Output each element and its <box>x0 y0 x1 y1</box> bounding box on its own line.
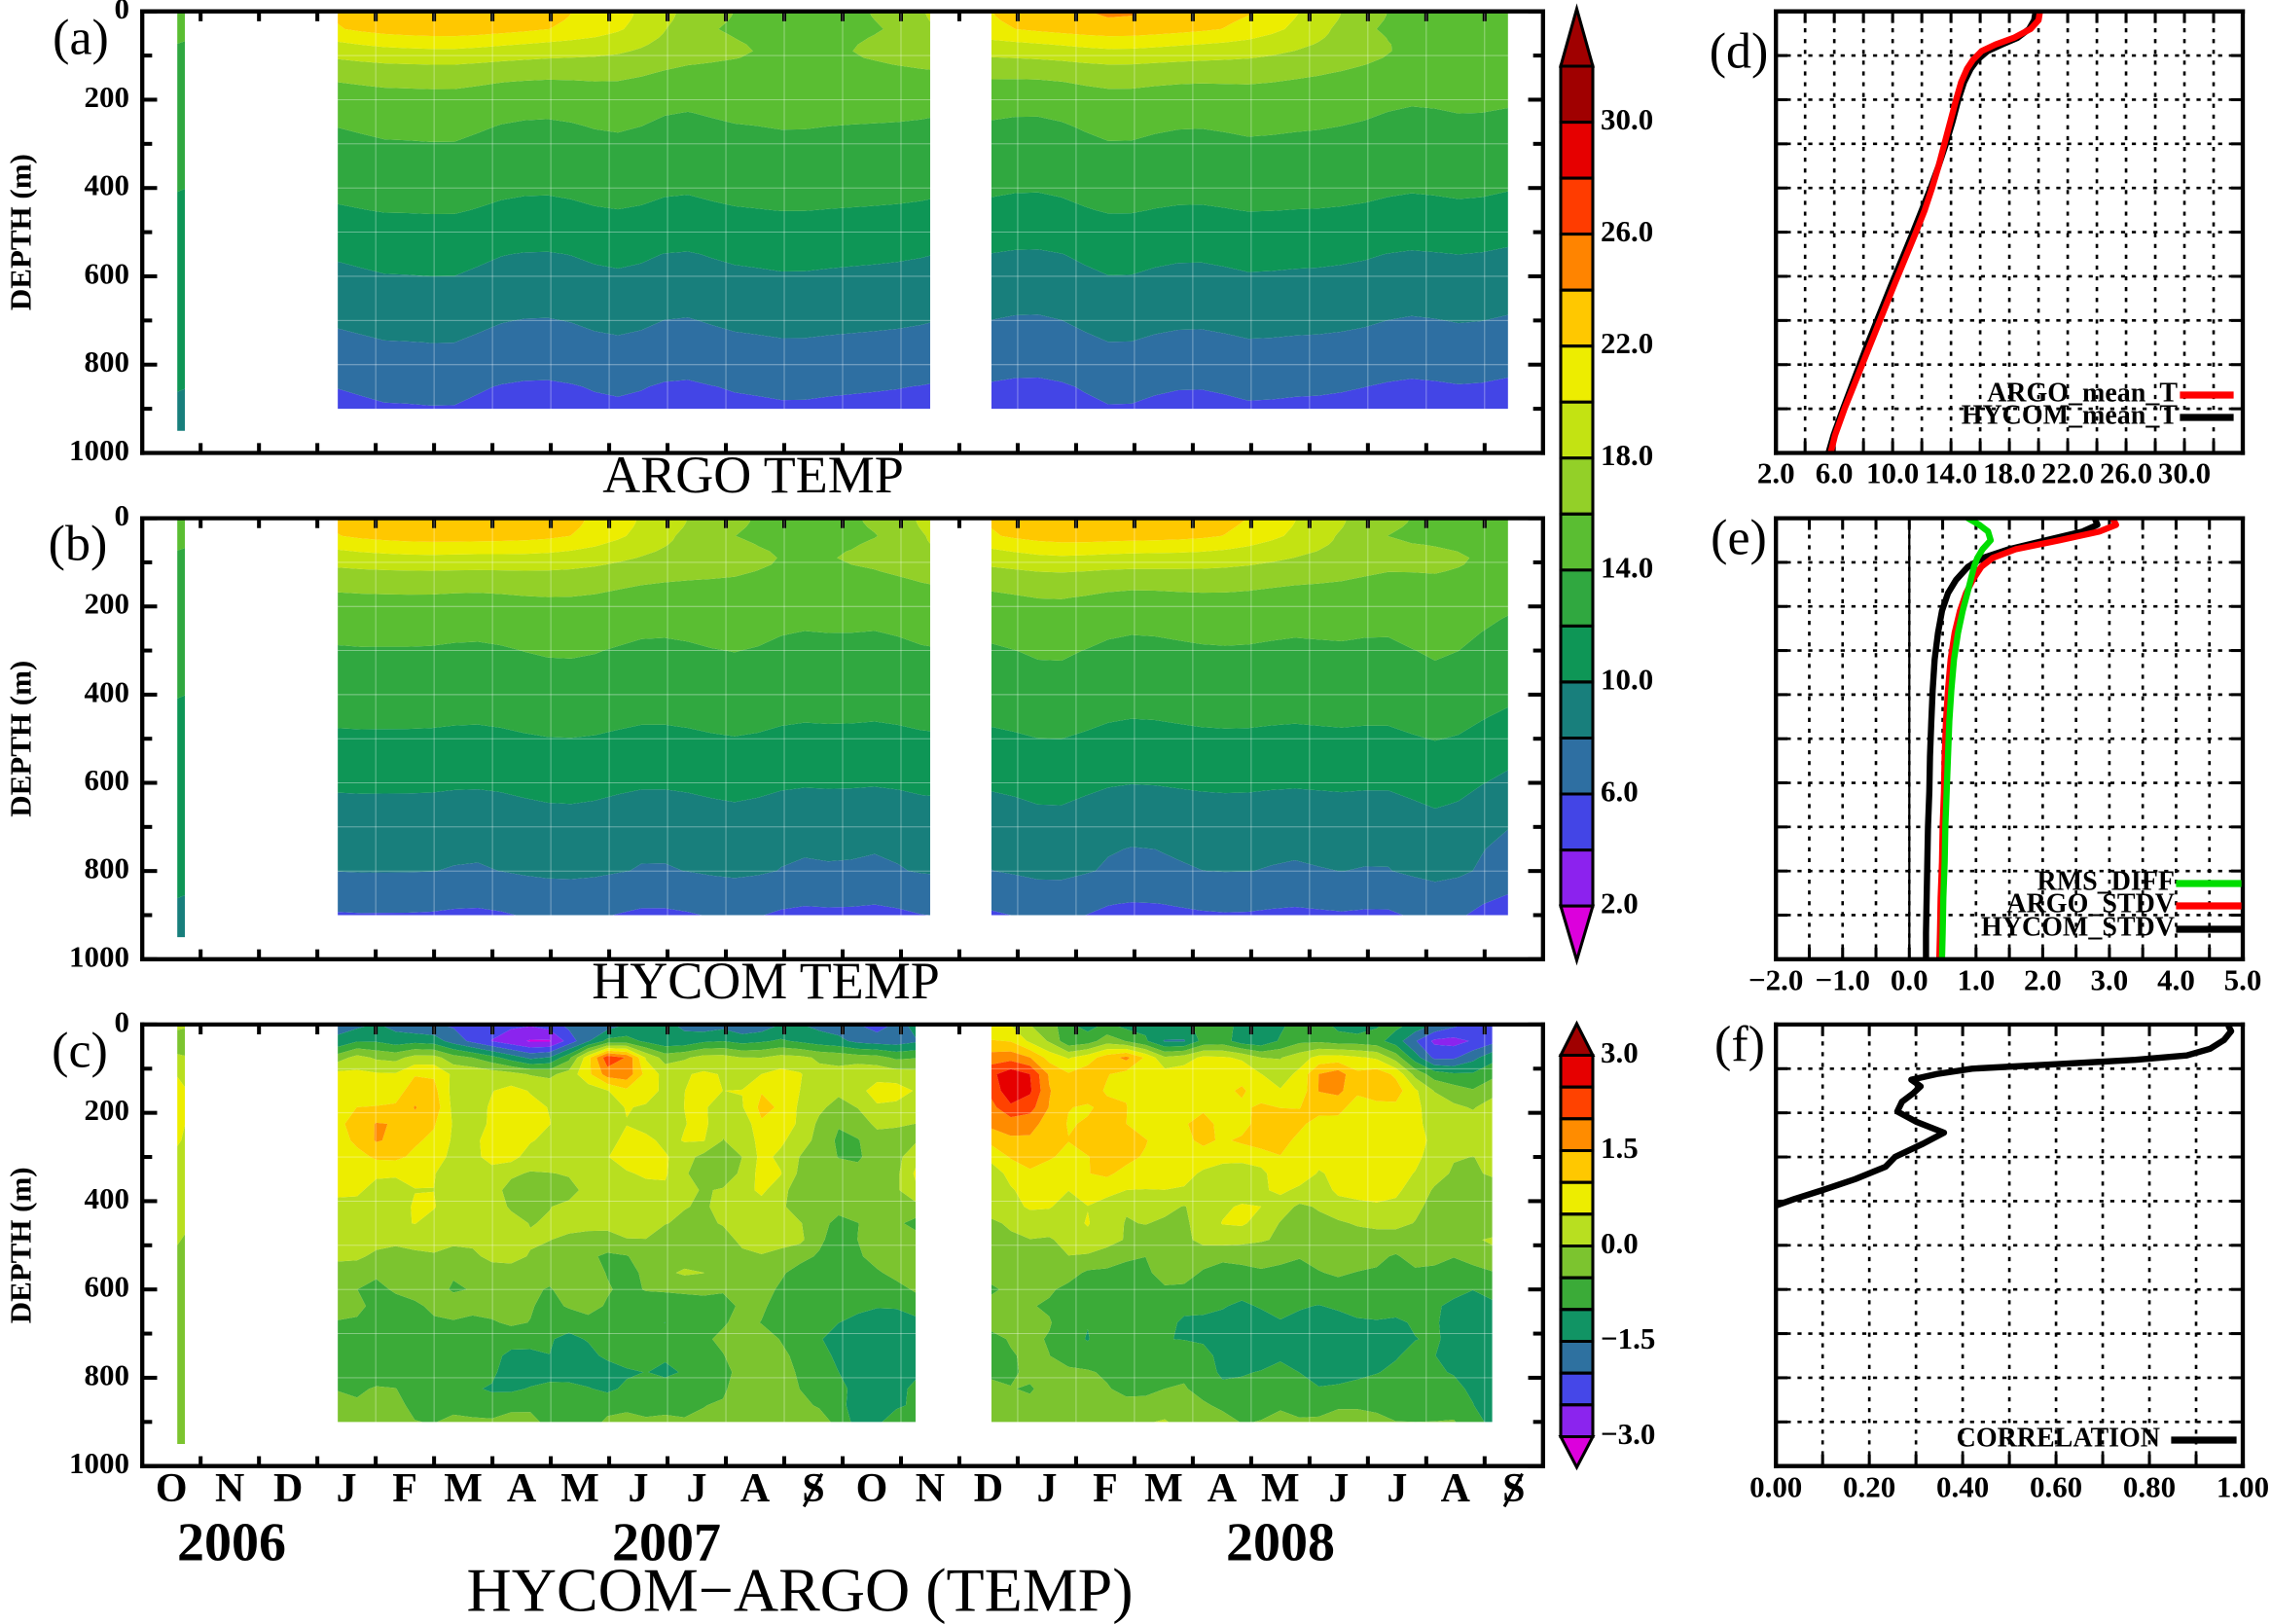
svg-text:−1.0: −1.0 <box>1816 962 1870 996</box>
svg-text:2006: 2006 <box>177 1512 286 1572</box>
svg-text:600: 600 <box>85 763 129 797</box>
svg-text:10.0: 10.0 <box>1601 662 1653 696</box>
svg-text:800: 800 <box>85 1357 129 1391</box>
svg-text:10.0: 10.0 <box>1866 455 1919 489</box>
svg-text:2.0: 2.0 <box>1757 455 1795 489</box>
svg-text:1.0: 1.0 <box>1957 962 1995 996</box>
svg-text:CORRELATION: CORRELATION <box>1957 1424 2160 1454</box>
svg-text:200: 200 <box>85 1093 129 1127</box>
svg-text:0: 0 <box>115 0 130 25</box>
svg-text:D: D <box>974 1466 1003 1511</box>
svg-text:0.00: 0.00 <box>1749 1469 1802 1503</box>
svg-text:1000: 1000 <box>69 433 129 467</box>
svg-text:(c): (c) <box>52 1024 108 1079</box>
svg-text:2.0: 2.0 <box>1601 886 1639 920</box>
svg-text:18.0: 18.0 <box>1983 455 2036 489</box>
svg-text:3.0: 3.0 <box>1601 1035 1639 1069</box>
svg-text:HYCOM−ARGO (TEMP): HYCOM−ARGO (TEMP) <box>467 1555 1134 1624</box>
svg-text:22.0: 22.0 <box>1601 326 1653 360</box>
svg-text:(b): (b) <box>49 517 108 572</box>
svg-text:M: M <box>560 1466 599 1511</box>
svg-text:14.0: 14.0 <box>1601 550 1653 584</box>
svg-text:ARGO_STDV: ARGO_STDV <box>2006 889 2175 920</box>
svg-text:−2.0: −2.0 <box>1748 962 1803 996</box>
svg-text:−1.5: −1.5 <box>1601 1321 1655 1355</box>
svg-text:0.40: 0.40 <box>1936 1469 1989 1503</box>
svg-text:5.0: 5.0 <box>2224 962 2262 996</box>
svg-text:HYCOM_STDV: HYCOM_STDV <box>1981 913 2175 943</box>
svg-text:(f): (f) <box>1714 1017 1765 1072</box>
svg-text:1.00: 1.00 <box>2217 1469 2269 1503</box>
svg-text:400: 400 <box>85 1181 129 1215</box>
svg-text:DEPTH (m): DEPTH (m) <box>3 661 37 817</box>
svg-text:14.0: 14.0 <box>1925 455 1977 489</box>
svg-text:30.0: 30.0 <box>1601 102 1653 136</box>
svg-text:0.0: 0.0 <box>1601 1226 1639 1260</box>
svg-text:F: F <box>1093 1466 1118 1511</box>
svg-text:ARGO TEMP: ARGO TEMP <box>602 446 904 504</box>
svg-text:A: A <box>1441 1466 1471 1511</box>
svg-text:600: 600 <box>85 256 129 290</box>
svg-text:0: 0 <box>115 498 130 532</box>
svg-text:26.0: 26.0 <box>1601 214 1653 248</box>
svg-text:A: A <box>507 1466 537 1511</box>
svg-text:26.0: 26.0 <box>2100 455 2152 489</box>
svg-text:200: 200 <box>85 80 129 114</box>
svg-text:J: J <box>1328 1466 1349 1511</box>
svg-text:0.60: 0.60 <box>2030 1469 2082 1503</box>
svg-text:N: N <box>916 1466 945 1511</box>
svg-text:30.0: 30.0 <box>2158 455 2211 489</box>
svg-text:3.0: 3.0 <box>2091 962 2129 996</box>
svg-text:DEPTH (m): DEPTH (m) <box>3 154 37 310</box>
svg-text:A: A <box>1208 1466 1238 1511</box>
svg-text:J: J <box>629 1466 649 1511</box>
svg-text:RMS_DIFF: RMS_DIFF <box>2037 867 2175 897</box>
svg-text:O: O <box>856 1466 888 1511</box>
svg-text:(d): (d) <box>1710 24 1769 80</box>
svg-text:800: 800 <box>85 344 129 379</box>
svg-text:HYCOM_mean_T: HYCOM_mean_T <box>1962 401 2179 431</box>
svg-text:ARGO_mean_T: ARGO_mean_T <box>1987 379 2178 409</box>
svg-text:200: 200 <box>85 587 129 621</box>
svg-text:D: D <box>273 1466 303 1511</box>
svg-text:J: J <box>1036 1466 1057 1511</box>
svg-text:M: M <box>1261 1466 1300 1511</box>
svg-text:0.20: 0.20 <box>1843 1469 1895 1503</box>
svg-text:2007: 2007 <box>612 1512 721 1572</box>
svg-text:1000: 1000 <box>69 1446 129 1480</box>
svg-text:1000: 1000 <box>69 939 129 973</box>
svg-text:(e): (e) <box>1711 511 1767 566</box>
svg-text:400: 400 <box>85 168 129 202</box>
svg-text:HYCOM TEMP: HYCOM TEMP <box>592 952 940 1010</box>
svg-text:4.0: 4.0 <box>2157 962 2195 996</box>
svg-text:18.0: 18.0 <box>1601 438 1653 472</box>
svg-text:0: 0 <box>115 1004 130 1038</box>
svg-text:2008: 2008 <box>1226 1512 1335 1572</box>
svg-text:J: J <box>337 1466 357 1511</box>
svg-text:J: J <box>1387 1466 1407 1511</box>
svg-text:DEPTH (m): DEPTH (m) <box>3 1167 37 1323</box>
svg-text:0.80: 0.80 <box>2123 1469 2176 1503</box>
svg-text:6.0: 6.0 <box>1601 774 1639 808</box>
svg-text:22.0: 22.0 <box>2041 455 2094 489</box>
svg-text:600: 600 <box>85 1270 129 1304</box>
svg-text:A: A <box>740 1466 771 1511</box>
svg-text:800: 800 <box>85 851 129 885</box>
svg-text:(a): (a) <box>53 11 109 66</box>
svg-text:O: O <box>156 1466 188 1511</box>
svg-text:0.0: 0.0 <box>1891 962 1929 996</box>
svg-text:400: 400 <box>85 674 129 708</box>
svg-text:2.0: 2.0 <box>2024 962 2062 996</box>
svg-text:F: F <box>392 1466 417 1511</box>
svg-text:J: J <box>687 1466 707 1511</box>
svg-text:M: M <box>444 1466 483 1511</box>
svg-text:1.5: 1.5 <box>1601 1131 1639 1165</box>
svg-text:M: M <box>1144 1466 1183 1511</box>
svg-text:N: N <box>215 1466 244 1511</box>
svg-text:−3.0: −3.0 <box>1601 1417 1655 1451</box>
svg-text:6.0: 6.0 <box>1816 455 1854 489</box>
